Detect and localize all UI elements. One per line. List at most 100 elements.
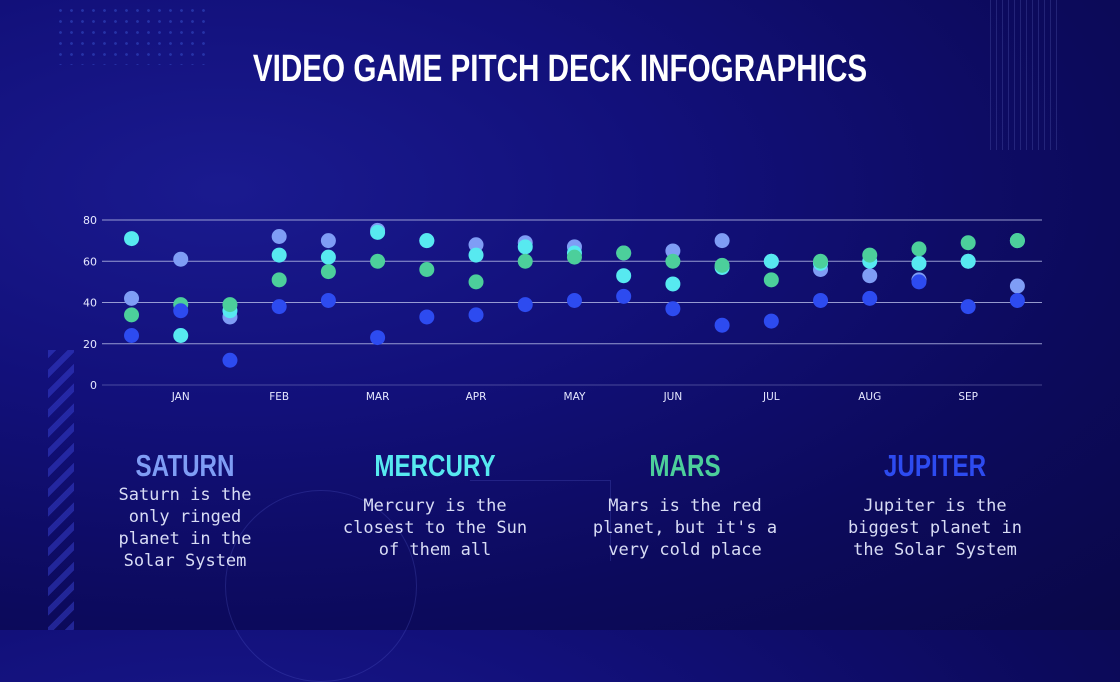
data-point-series-2 — [320, 249, 336, 265]
planet-desc-line: closest to the Sun — [342, 518, 528, 538]
data-point-series-3 — [960, 235, 976, 251]
data-point-series-4 — [665, 301, 681, 317]
x-tick-label: MAY — [564, 391, 586, 403]
data-point-series-2 — [763, 253, 779, 269]
data-point-series-4 — [419, 309, 435, 325]
data-point-series-4 — [960, 299, 976, 315]
data-point-series-3 — [222, 297, 238, 313]
data-point-series-4 — [468, 307, 484, 323]
data-point-series-4 — [222, 352, 238, 368]
data-point-series-4 — [1009, 292, 1025, 308]
data-point-series-1 — [862, 268, 878, 284]
x-tick-label: APR — [466, 391, 487, 403]
data-point-series-2 — [271, 247, 287, 263]
x-tick-label: SEP — [958, 391, 978, 403]
data-point-series-3 — [370, 253, 386, 269]
planet-desc-line: Mars is the red — [608, 496, 762, 516]
planet-desc-line: Jupiter is the — [863, 496, 1007, 516]
data-point-series-3 — [1009, 233, 1025, 249]
planet-desc-line: biggest planet in — [848, 518, 1022, 538]
data-point-series-4 — [862, 290, 878, 306]
data-point-series-4 — [370, 330, 386, 346]
data-point-series-2 — [419, 233, 435, 249]
data-point-series-4 — [566, 292, 582, 308]
planet-card-mars: MARS Mars is the red planet, but it's a … — [560, 448, 810, 561]
planet-desc-line: very cold place — [608, 540, 762, 560]
planet-desc-line: Mercury is the — [363, 496, 507, 516]
data-point-series-3 — [862, 247, 878, 263]
data-point-series-1 — [271, 229, 287, 244]
page-title: VIDEO GAME PITCH DECK INFOGRAPHICS — [252, 48, 868, 90]
data-point-series-4 — [271, 299, 287, 315]
planet-name: MARS — [649, 448, 721, 483]
data-point-series-4 — [320, 292, 336, 308]
planet-name: MERCURY — [374, 448, 496, 483]
planet-name: JUPITER — [883, 448, 987, 483]
scatter-chart: 0 20 40 60 80 JAN FEB MAR APR MAY JUN JUL AUG SEP — [83, 214, 1042, 403]
x-tick-label: JUN — [663, 391, 683, 403]
data-point-series-4 — [763, 313, 779, 329]
planet-desc-line: Saturn is the — [118, 485, 252, 505]
planet-card-jupiter: JUPITER Jupiter is the biggest planet in… — [810, 448, 1060, 561]
data-point-series-2 — [173, 328, 189, 343]
x-tick-label: MAR — [366, 391, 390, 403]
data-point-series-4 — [911, 274, 927, 290]
planet-name: SATURN — [135, 448, 235, 483]
data-point-series-4 — [714, 317, 730, 333]
data-point-series-1 — [173, 251, 189, 267]
data-point-series-4 — [173, 303, 189, 319]
y-tick-label: 0 — [90, 379, 97, 392]
x-tick-label: AUG — [858, 391, 881, 403]
data-point-series-4 — [517, 297, 533, 313]
data-point-series-3 — [517, 253, 533, 269]
data-point-series-3 — [665, 253, 681, 269]
planet-card-mercury: MERCURY Mercury is the closest to the Su… — [310, 448, 560, 561]
data-point-series-3 — [419, 262, 435, 277]
y-tick-label: 60 — [83, 255, 97, 268]
data-point-series-1 — [320, 233, 336, 249]
planet-desc-line: of them all — [378, 540, 492, 560]
data-point-series-2 — [517, 239, 533, 255]
data-point-series-3 — [320, 264, 336, 280]
data-point-series-3 — [714, 257, 730, 273]
data-point-series-3 — [911, 241, 927, 257]
data-point-series-3 — [616, 245, 632, 261]
data-point-series-1 — [665, 243, 681, 259]
data-point-series-1 — [1009, 278, 1025, 294]
x-tick-label: FEB — [269, 391, 289, 403]
x-tick-label: JUL — [762, 391, 780, 403]
data-point-series-2 — [616, 268, 632, 284]
data-point-series-3 — [468, 274, 484, 290]
data-point-series-2 — [911, 255, 927, 271]
data-point-series-1 — [714, 233, 730, 249]
planet-desc-line: planet, but it's a — [592, 518, 778, 538]
data-point-series-2 — [665, 276, 681, 292]
y-tick-label: 20 — [83, 338, 97, 351]
x-tick-label: JAN — [171, 391, 190, 403]
planet-desc-line: Solar System — [123, 551, 247, 571]
decorative-diagonal-stripes — [48, 350, 74, 630]
decorative-vertical-lines — [990, 0, 1060, 150]
data-point-series-2 — [960, 253, 976, 269]
data-point-series-4 — [813, 292, 829, 308]
decorative-circuit-line — [470, 480, 611, 561]
data-point-series-3 — [813, 253, 829, 269]
data-point-series-4 — [616, 288, 632, 304]
data-point-series-3 — [124, 307, 140, 323]
data-point-series-2 — [468, 247, 484, 263]
data-point-series-3 — [763, 272, 779, 288]
y-tick-label: 40 — [83, 297, 97, 310]
y-tick-label: 80 — [83, 214, 97, 227]
planet-desc-line: the Solar System — [853, 540, 1017, 560]
decorative-dot-grid — [55, 5, 205, 65]
data-point-series-3 — [271, 272, 287, 288]
data-point-series-2 — [370, 224, 386, 240]
planet-card-saturn: SATURN Saturn is the only ringed planet … — [60, 448, 310, 572]
planet-desc-line: only ringed — [128, 507, 242, 527]
data-point-series-1 — [124, 290, 140, 306]
data-point-series-3 — [566, 249, 582, 265]
planet-desc-line: planet in the — [118, 529, 252, 549]
data-point-series-2 — [124, 231, 140, 247]
data-point-series-4 — [124, 328, 140, 343]
data-point-series-1 — [468, 237, 484, 253]
